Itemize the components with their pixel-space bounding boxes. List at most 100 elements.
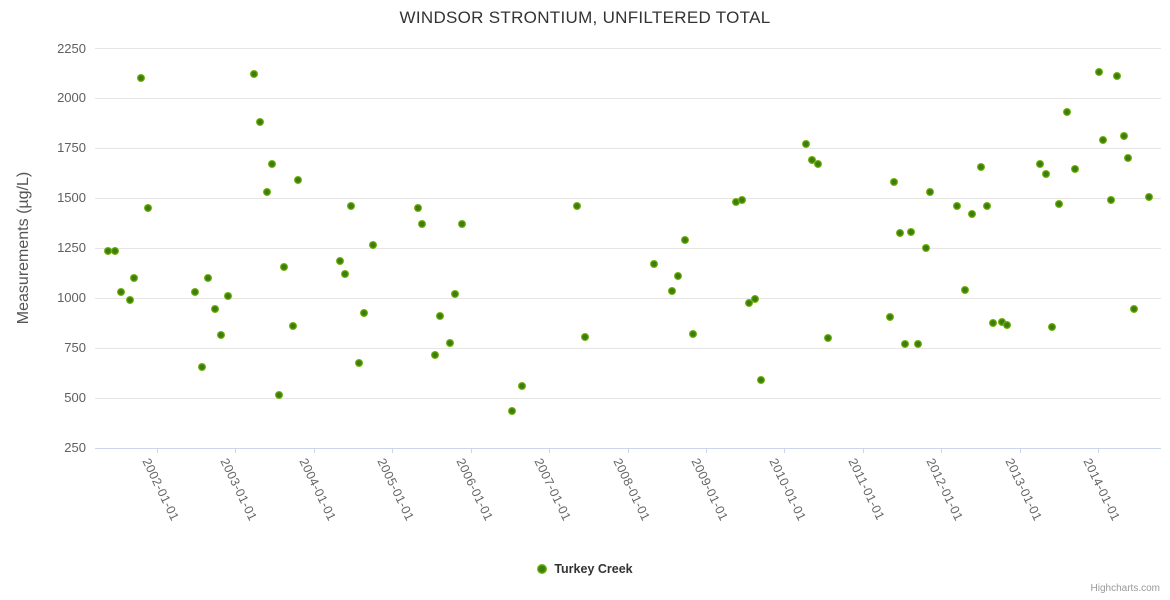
x-tick-label: 2009-01-01 <box>688 456 731 524</box>
data-point[interactable] <box>976 162 985 171</box>
data-point[interactable] <box>347 201 355 210</box>
data-point[interactable] <box>256 117 265 126</box>
chart-title: WINDSOR STRONTIUM, UNFILTERED TOTAL <box>399 8 771 27</box>
data-point[interactable] <box>824 333 833 342</box>
y-tick-label: 500 <box>64 390 86 406</box>
data-point[interactable] <box>988 318 997 327</box>
data-point[interactable] <box>573 201 581 210</box>
x-tick <box>470 448 472 453</box>
legend-item-turkey-creek[interactable]: Turkey Creek <box>537 562 633 576</box>
data-point[interactable] <box>968 209 977 218</box>
data-point[interactable] <box>738 195 747 204</box>
data-point[interactable] <box>144 203 152 212</box>
data-point[interactable] <box>982 201 991 210</box>
data-point[interactable] <box>250 70 259 78</box>
data-point[interactable] <box>355 358 364 367</box>
data-point[interactable] <box>223 291 232 300</box>
data-point[interactable] <box>745 298 753 307</box>
data-point[interactable] <box>274 390 283 399</box>
data-point[interactable] <box>895 228 904 237</box>
y-gridline <box>95 347 1161 349</box>
data-point[interactable] <box>110 246 119 255</box>
data-point[interactable] <box>953 201 962 210</box>
data-point[interactable] <box>673 271 682 280</box>
data-point[interactable] <box>680 235 689 244</box>
y-gridline <box>95 97 1161 99</box>
data-point[interactable] <box>198 362 206 371</box>
data-point[interactable] <box>191 287 199 296</box>
data-point[interactable] <box>103 246 112 255</box>
x-tick <box>1019 448 1021 453</box>
data-point[interactable] <box>430 350 439 359</box>
data-point[interactable] <box>667 286 676 295</box>
data-point[interactable] <box>267 159 276 168</box>
data-point[interactable] <box>688 329 697 338</box>
x-tick <box>705 448 707 453</box>
data-point[interactable] <box>890 177 899 186</box>
data-point[interactable] <box>813 159 822 168</box>
data-point[interactable] <box>1054 199 1063 208</box>
data-point[interactable] <box>508 406 517 415</box>
data-point[interactable] <box>359 308 368 317</box>
data-point[interactable] <box>136 74 145 82</box>
data-point[interactable] <box>913 339 922 348</box>
data-point[interactable] <box>906 227 915 236</box>
data-point[interactable] <box>1120 131 1129 140</box>
data-point[interactable] <box>368 240 377 249</box>
highcharts-credit-link[interactable]: Highcharts.com <box>1090 583 1160 594</box>
data-point[interactable] <box>750 294 759 303</box>
data-point[interactable] <box>418 219 427 228</box>
data-point[interactable] <box>1130 304 1139 313</box>
data-point[interactable] <box>341 269 350 278</box>
x-tick-label: 2010-01-01 <box>766 456 810 524</box>
data-point[interactable] <box>886 312 895 321</box>
data-point[interactable] <box>336 256 345 265</box>
data-point[interactable] <box>1035 159 1044 168</box>
data-point[interactable] <box>1002 320 1011 329</box>
data-point[interactable] <box>450 289 459 298</box>
data-point[interactable] <box>1112 72 1121 80</box>
y-tick-label: 2250 <box>57 40 86 56</box>
y-gridline <box>95 397 1161 399</box>
data-point[interactable] <box>921 243 930 252</box>
data-point[interactable] <box>1123 153 1132 162</box>
data-point[interactable] <box>649 259 658 268</box>
data-point[interactable] <box>126 295 135 304</box>
data-point[interactable] <box>294 175 303 184</box>
data-point[interactable] <box>757 375 766 384</box>
data-point[interactable] <box>204 273 213 282</box>
data-point[interactable] <box>1098 135 1107 144</box>
data-point[interactable] <box>807 155 816 164</box>
x-tick <box>1098 448 1099 453</box>
data-point[interactable] <box>1145 192 1154 201</box>
data-point[interactable] <box>129 273 138 282</box>
data-point[interactable] <box>901 339 910 348</box>
x-tick-label: 2005-01-01 <box>374 456 418 524</box>
data-point[interactable] <box>1107 195 1116 204</box>
data-point[interactable] <box>445 338 454 347</box>
data-point[interactable] <box>211 304 220 313</box>
data-point[interactable] <box>801 139 810 148</box>
data-point[interactable] <box>997 317 1006 326</box>
data-point[interactable] <box>1070 164 1079 173</box>
data-point[interactable] <box>518 381 527 390</box>
data-point[interactable] <box>1094 68 1103 76</box>
data-point[interactable] <box>581 332 590 341</box>
data-point[interactable] <box>457 219 466 228</box>
data-point[interactable] <box>925 187 934 196</box>
data-point[interactable] <box>414 203 423 212</box>
data-point[interactable] <box>288 321 297 330</box>
data-point[interactable] <box>1042 169 1051 178</box>
legend: Turkey Creek <box>0 562 1170 576</box>
data-point[interactable] <box>1048 322 1057 331</box>
data-point[interactable] <box>280 262 289 271</box>
data-point[interactable] <box>961 285 970 294</box>
data-point[interactable] <box>216 330 225 339</box>
data-point[interactable] <box>1063 107 1072 116</box>
data-point[interactable] <box>436 311 445 320</box>
data-point[interactable] <box>117 287 126 296</box>
x-tick-label: 2006-01-01 <box>453 456 496 524</box>
data-point[interactable] <box>262 187 271 196</box>
x-tick <box>235 448 237 453</box>
data-point[interactable] <box>731 197 740 206</box>
